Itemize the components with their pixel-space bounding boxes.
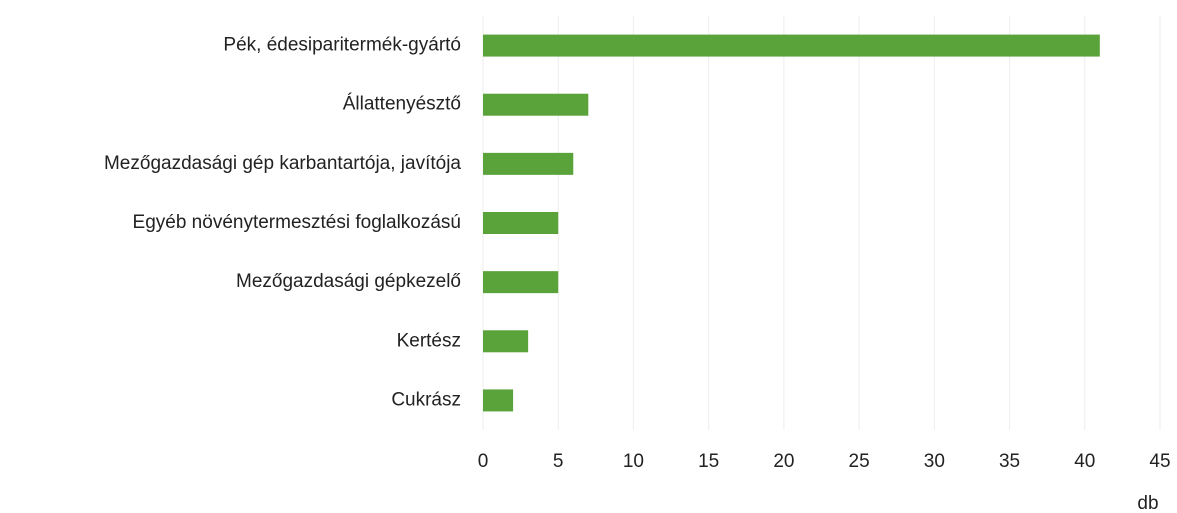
x-tick-label: 20 <box>773 451 794 472</box>
bar <box>483 93 589 116</box>
bar <box>483 389 514 412</box>
bar <box>483 271 559 294</box>
y-tick-label: Pék, édesiparitermék-gyártó <box>223 35 461 56</box>
y-tick-label: Mezőgazdasági gépkezelő <box>236 271 461 292</box>
y-tick-label: Egyéb növénytermesztési foglalkozású <box>133 212 461 233</box>
x-tick-label: 25 <box>849 451 870 472</box>
x-tick-label: 35 <box>999 451 1020 472</box>
bar <box>483 212 559 234</box>
x-axis-label: db <box>1137 493 1158 513</box>
x-tick-label: 5 <box>553 451 564 472</box>
bar <box>483 34 1100 57</box>
y-tick-label: Cukrász <box>391 389 461 410</box>
y-tick-label: Kertész <box>397 330 461 351</box>
bar <box>483 152 574 175</box>
x-tick-label: 30 <box>924 451 945 472</box>
x-tick-label: 15 <box>698 451 719 472</box>
y-tick-label: Állattenyésztő <box>343 94 461 115</box>
y-tick-label: Mezőgazdasági gép karbantartója, javítój… <box>104 153 461 174</box>
x-tick-label: 10 <box>623 451 644 472</box>
x-tick-label: 45 <box>1149 451 1170 472</box>
x-tick-label: 40 <box>1074 451 1095 472</box>
x-tick-label: 0 <box>478 451 489 472</box>
bar <box>483 330 529 353</box>
